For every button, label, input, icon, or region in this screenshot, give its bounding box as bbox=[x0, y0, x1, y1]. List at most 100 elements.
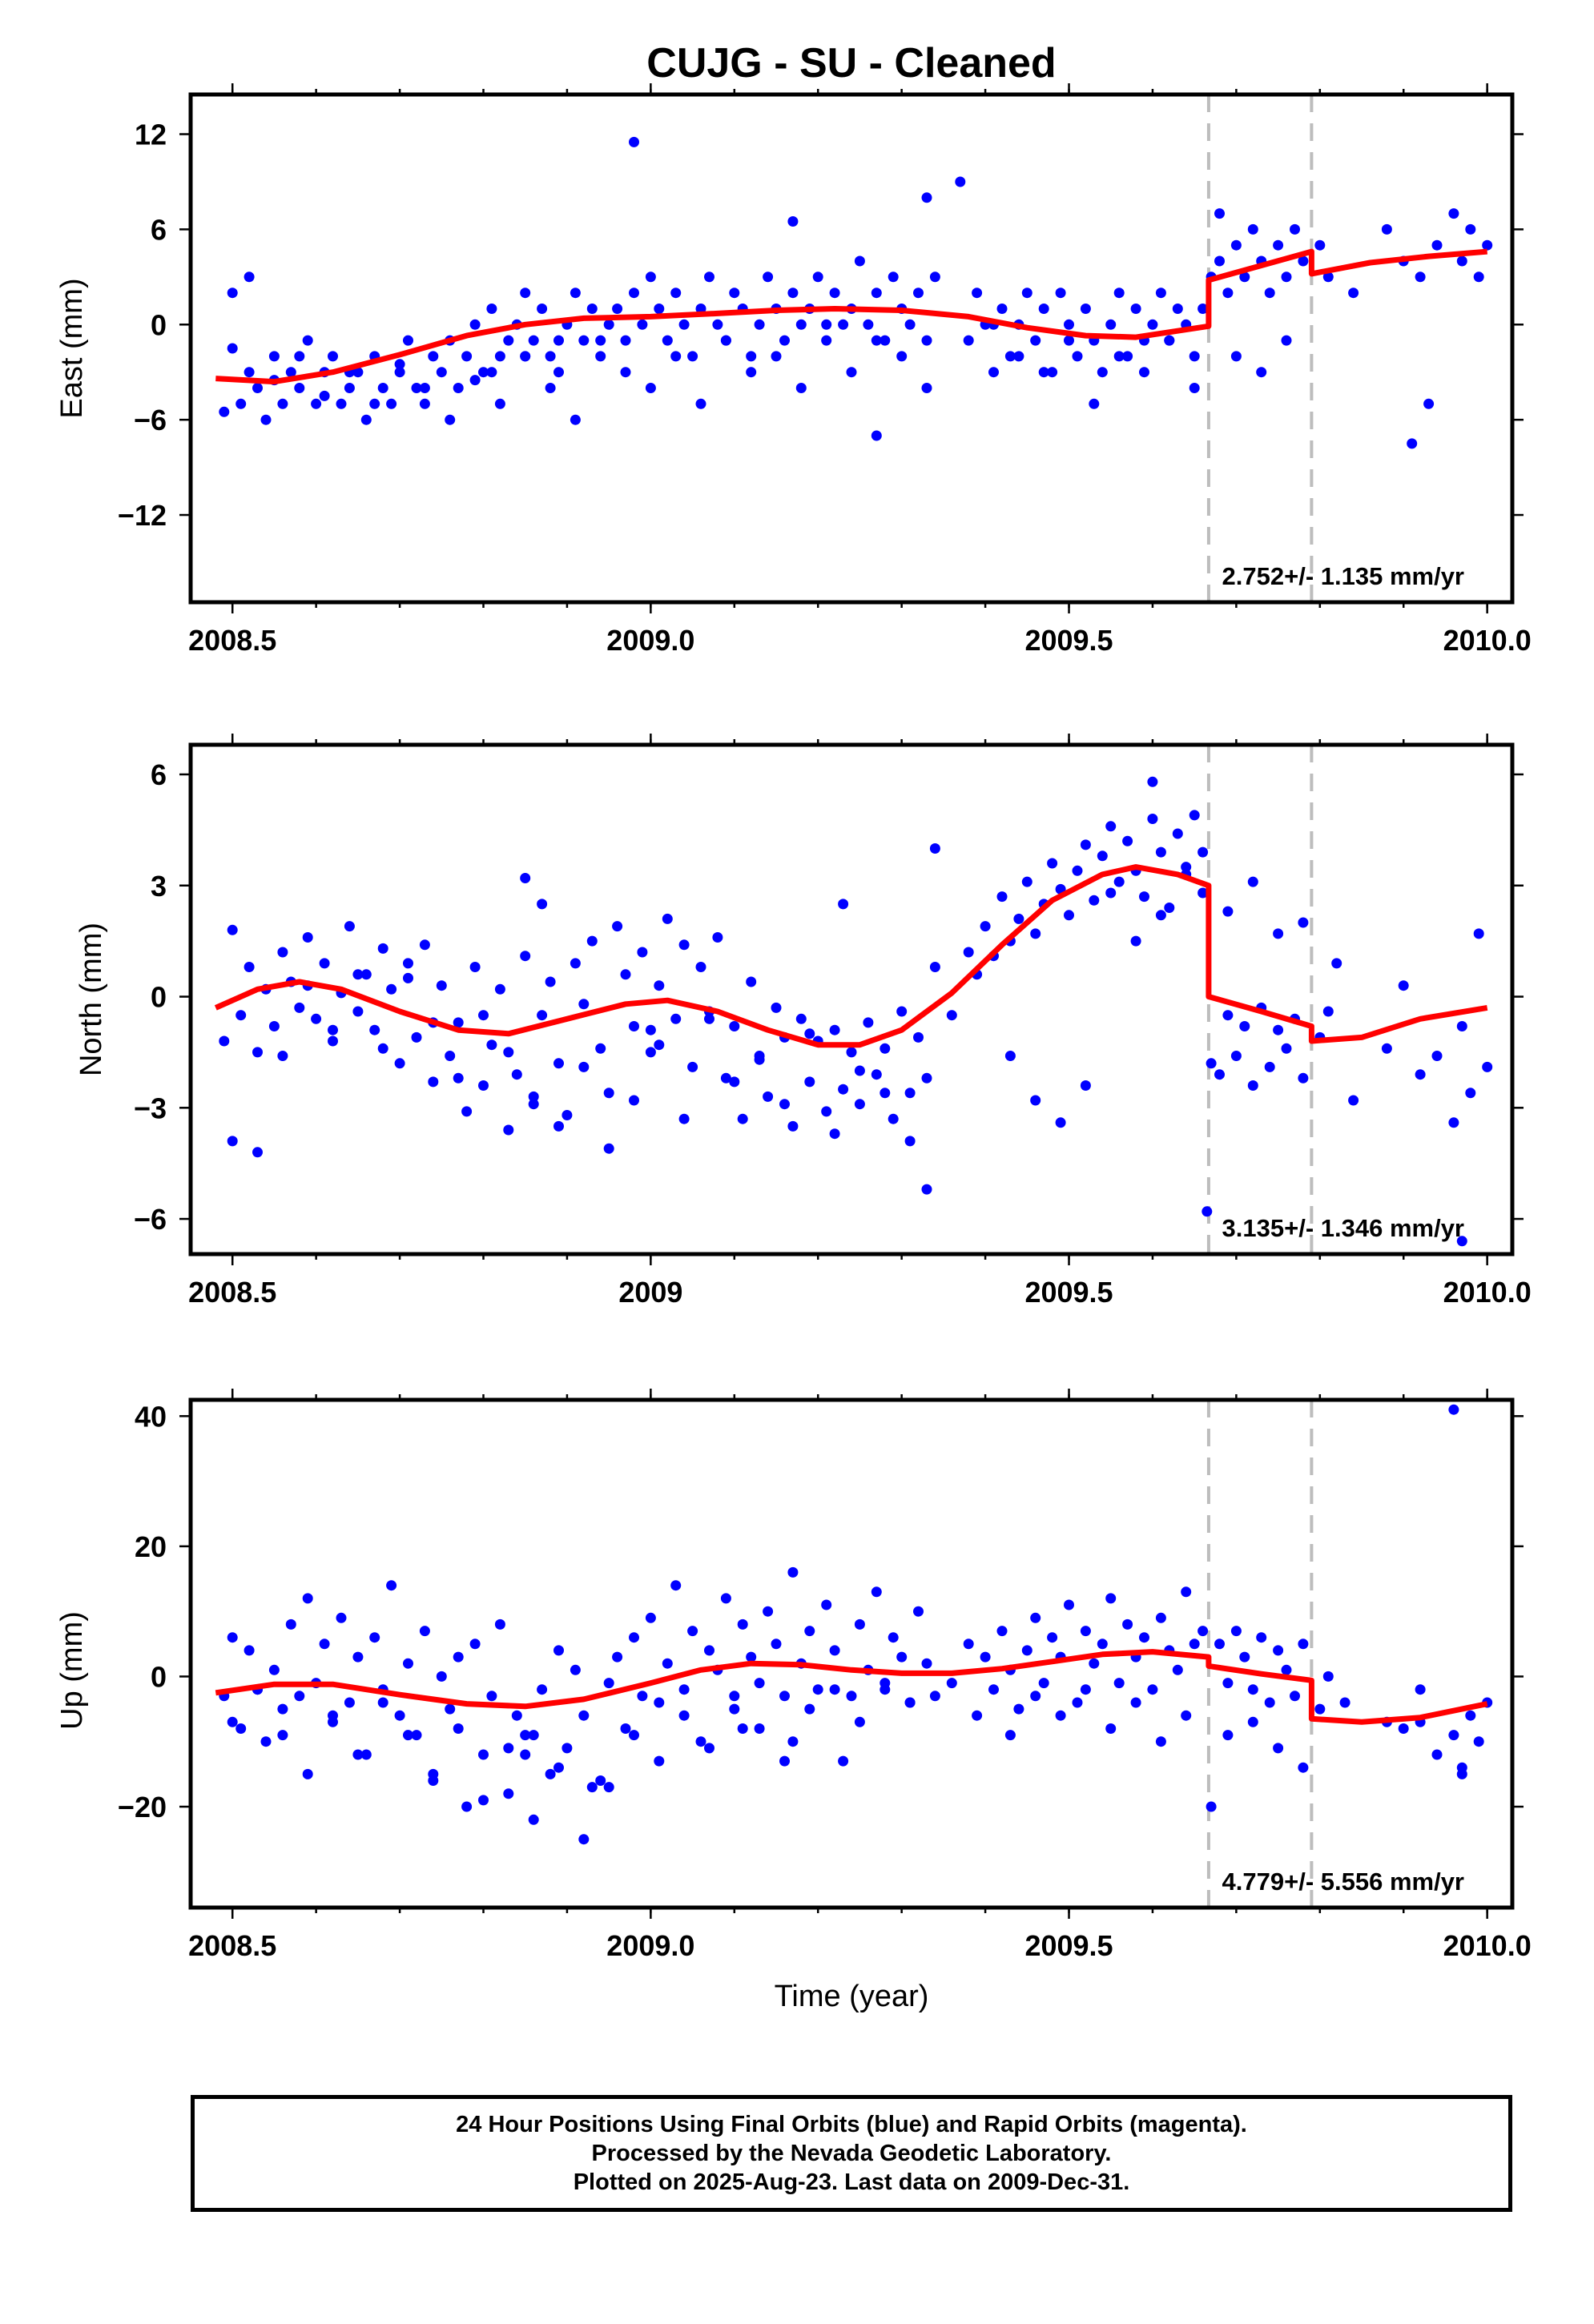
data-point bbox=[629, 1095, 639, 1106]
data-point bbox=[1181, 862, 1192, 873]
data-point bbox=[394, 359, 405, 370]
data-point bbox=[670, 287, 682, 299]
data-point bbox=[1322, 1006, 1334, 1017]
data-point bbox=[1130, 935, 1141, 947]
data-point bbox=[436, 980, 447, 991]
data-point bbox=[1198, 846, 1209, 858]
data-point bbox=[219, 406, 230, 417]
data-point bbox=[838, 899, 849, 910]
data-point bbox=[704, 1645, 714, 1656]
data-point bbox=[746, 367, 757, 378]
data-point bbox=[913, 287, 924, 299]
data-point bbox=[570, 287, 581, 299]
data-point bbox=[754, 1723, 765, 1734]
data-point bbox=[1155, 846, 1166, 858]
data-point bbox=[285, 367, 296, 378]
data-point bbox=[1030, 1691, 1041, 1702]
data-point bbox=[904, 1136, 916, 1147]
data-point bbox=[478, 1749, 489, 1760]
data-point bbox=[1322, 1671, 1334, 1682]
data-point bbox=[578, 1710, 590, 1721]
data-point bbox=[846, 367, 857, 378]
data-point bbox=[1198, 304, 1209, 314]
data-point bbox=[570, 1664, 581, 1675]
data-point bbox=[670, 351, 682, 362]
x-tick-label: 2008.5 bbox=[188, 624, 276, 657]
data-point bbox=[846, 1691, 857, 1702]
data-point bbox=[319, 1638, 330, 1650]
data-point bbox=[737, 1723, 748, 1734]
data-point bbox=[1030, 1095, 1041, 1106]
data-point bbox=[537, 304, 548, 314]
data-point bbox=[637, 319, 648, 330]
plot-frame bbox=[188, 1397, 1515, 1910]
data-point bbox=[352, 1006, 364, 1017]
data-point bbox=[629, 287, 639, 299]
data-point bbox=[854, 255, 865, 267]
data-point bbox=[311, 398, 322, 409]
data-point bbox=[411, 1730, 422, 1741]
data-point bbox=[235, 398, 247, 409]
data-point bbox=[645, 1024, 656, 1035]
data-point bbox=[795, 383, 807, 393]
data-point bbox=[1013, 351, 1024, 362]
data-point bbox=[520, 1749, 531, 1760]
data-point bbox=[888, 1113, 899, 1124]
data-point bbox=[1064, 335, 1074, 346]
data-point bbox=[486, 367, 497, 378]
data-point bbox=[654, 304, 665, 314]
data-point bbox=[980, 921, 991, 932]
data-point bbox=[988, 1684, 999, 1695]
data-point bbox=[913, 1606, 924, 1617]
data-point bbox=[612, 1651, 623, 1663]
x-tick-label: 2009.0 bbox=[606, 624, 694, 657]
data-point bbox=[428, 1775, 439, 1786]
data-point bbox=[294, 1691, 305, 1702]
data-point bbox=[528, 1730, 539, 1741]
data-point bbox=[268, 1021, 280, 1031]
data-point bbox=[1465, 1088, 1476, 1099]
data-point bbox=[1122, 1618, 1133, 1630]
data-point bbox=[779, 335, 790, 346]
data-point bbox=[1398, 1723, 1409, 1734]
data-point bbox=[1431, 239, 1443, 251]
data-point bbox=[1222, 287, 1234, 299]
data-point bbox=[419, 398, 430, 409]
data-point bbox=[469, 962, 481, 972]
data-point bbox=[1189, 383, 1200, 393]
data-point bbox=[486, 304, 497, 314]
data-point bbox=[687, 1061, 698, 1072]
data-point bbox=[854, 1618, 865, 1630]
data-point bbox=[955, 176, 966, 187]
data-point bbox=[637, 947, 648, 958]
data-point bbox=[846, 1047, 857, 1058]
data-point bbox=[687, 351, 698, 362]
data-point bbox=[1298, 1638, 1309, 1650]
x-tick-label: 2009.5 bbox=[1024, 1929, 1113, 1962]
data-point bbox=[503, 1047, 514, 1058]
data-point bbox=[720, 1072, 731, 1084]
data-point bbox=[880, 1088, 891, 1099]
data-point bbox=[360, 414, 372, 425]
east-panel: East (mm) −12 −6 0 6 12 2008.5 2009.0 2009.5 201… bbox=[55, 83, 1532, 657]
data-point bbox=[1222, 1730, 1234, 1741]
data-point bbox=[787, 1120, 799, 1132]
data-point bbox=[921, 1072, 932, 1084]
data-point bbox=[294, 351, 305, 362]
data-point bbox=[1448, 1730, 1459, 1741]
data-point bbox=[1398, 980, 1409, 991]
data-point bbox=[1139, 891, 1149, 903]
data-point bbox=[553, 367, 564, 378]
data-point bbox=[746, 1651, 757, 1663]
data-point bbox=[403, 1730, 413, 1741]
data-point bbox=[1247, 1080, 1258, 1091]
data-point bbox=[904, 319, 916, 330]
data-point bbox=[562, 1743, 573, 1754]
data-point bbox=[929, 962, 940, 972]
data-point bbox=[520, 351, 531, 362]
data-point bbox=[428, 1076, 439, 1088]
data-point bbox=[469, 1638, 481, 1650]
data-point bbox=[963, 947, 974, 958]
data-point bbox=[1230, 239, 1242, 251]
data-point bbox=[896, 1651, 908, 1663]
